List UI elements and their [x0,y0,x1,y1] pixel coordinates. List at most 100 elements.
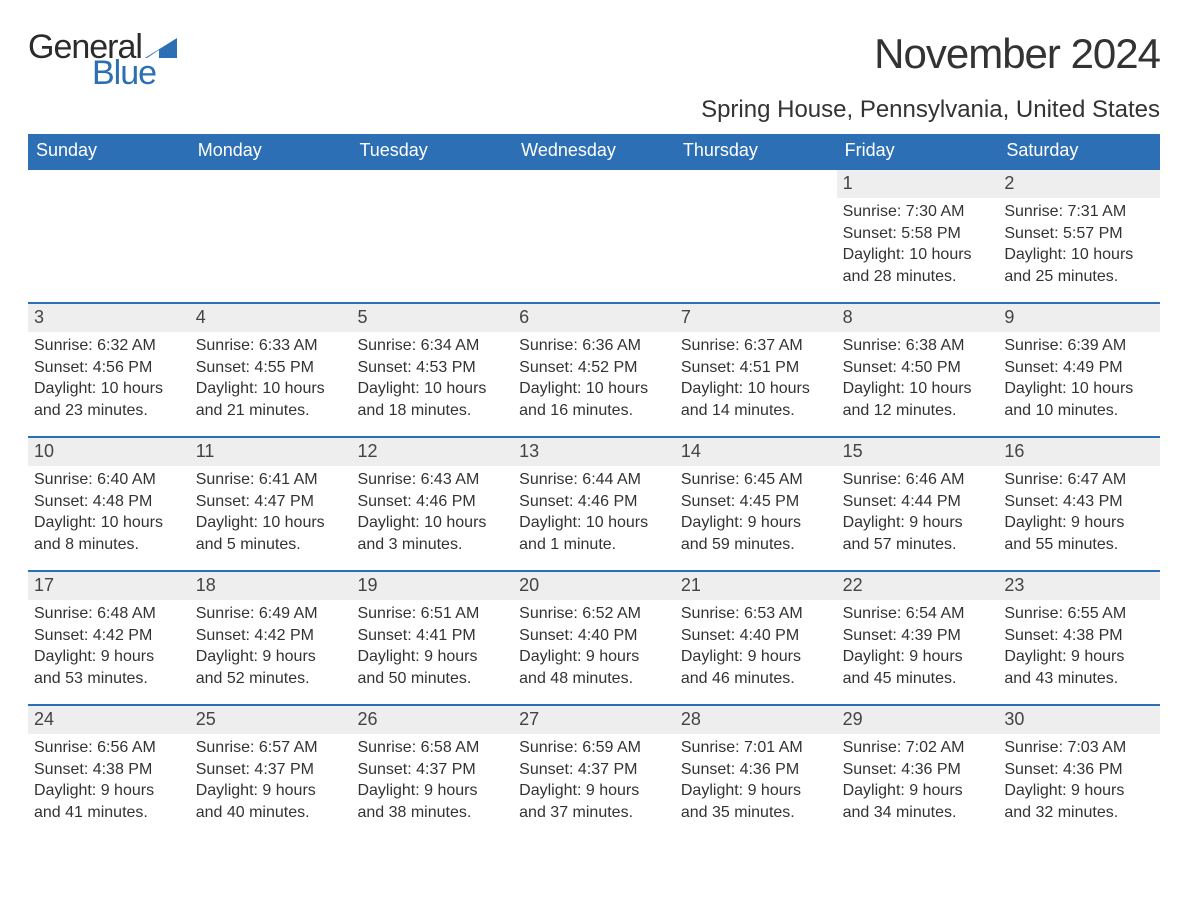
day-details: Sunrise: 6:37 AMSunset: 4:51 PMDaylight:… [675,332,837,421]
day-number: 14 [675,438,837,466]
day-details: Sunrise: 6:54 AMSunset: 4:39 PMDaylight:… [837,600,999,689]
day-cell: 15Sunrise: 6:46 AMSunset: 4:44 PMDayligh… [837,438,999,570]
day-details: Sunrise: 7:30 AMSunset: 5:58 PMDaylight:… [837,198,999,287]
day-number: 12 [351,438,513,466]
sunset-line: Sunset: 4:50 PM [843,357,993,379]
day-cell: 11Sunrise: 6:41 AMSunset: 4:47 PMDayligh… [190,438,352,570]
day-cell: 4Sunrise: 6:33 AMSunset: 4:55 PMDaylight… [190,304,352,436]
day-cell: 9Sunrise: 6:39 AMSunset: 4:49 PMDaylight… [998,304,1160,436]
sunrise-line: Sunrise: 6:41 AM [196,469,346,491]
daylight-line: Daylight: 9 hours and 43 minutes. [1004,646,1154,689]
day-details: Sunrise: 6:40 AMSunset: 4:48 PMDaylight:… [28,466,190,555]
daylight-line: Daylight: 9 hours and 55 minutes. [1004,512,1154,555]
day-cell: 16Sunrise: 6:47 AMSunset: 4:43 PMDayligh… [998,438,1160,570]
sunrise-line: Sunrise: 6:56 AM [34,737,184,759]
day-cell: 24Sunrise: 6:56 AMSunset: 4:38 PMDayligh… [28,706,190,838]
day-number: 13 [513,438,675,466]
sunset-line: Sunset: 4:46 PM [519,491,669,513]
day-details: Sunrise: 6:59 AMSunset: 4:37 PMDaylight:… [513,734,675,823]
day-cell [190,170,352,302]
day-details: Sunrise: 7:31 AMSunset: 5:57 PMDaylight:… [998,198,1160,287]
day-number: 8 [837,304,999,332]
day-number: 19 [351,572,513,600]
daylight-line: Daylight: 9 hours and 53 minutes. [34,646,184,689]
sunset-line: Sunset: 5:58 PM [843,223,993,245]
sunrise-line: Sunrise: 6:53 AM [681,603,831,625]
day-cell: 12Sunrise: 6:43 AMSunset: 4:46 PMDayligh… [351,438,513,570]
day-details: Sunrise: 7:03 AMSunset: 4:36 PMDaylight:… [998,734,1160,823]
day-number: 25 [190,706,352,734]
day-number: 22 [837,572,999,600]
day-number: 18 [190,572,352,600]
sunrise-line: Sunrise: 6:48 AM [34,603,184,625]
sunrise-line: Sunrise: 6:43 AM [357,469,507,491]
day-cell [28,170,190,302]
day-number: 9 [998,304,1160,332]
day-details: Sunrise: 6:52 AMSunset: 4:40 PMDaylight:… [513,600,675,689]
day-details: Sunrise: 6:33 AMSunset: 4:55 PMDaylight:… [190,332,352,421]
day-cell: 30Sunrise: 7:03 AMSunset: 4:36 PMDayligh… [998,706,1160,838]
day-details: Sunrise: 6:56 AMSunset: 4:38 PMDaylight:… [28,734,190,823]
sunset-line: Sunset: 4:55 PM [196,357,346,379]
day-cell: 1Sunrise: 7:30 AMSunset: 5:58 PMDaylight… [837,170,999,302]
day-number: 21 [675,572,837,600]
day-number: 10 [28,438,190,466]
day-number: 23 [998,572,1160,600]
sunrise-line: Sunrise: 6:58 AM [357,737,507,759]
day-details: Sunrise: 6:49 AMSunset: 4:42 PMDaylight:… [190,600,352,689]
day-cell: 26Sunrise: 6:58 AMSunset: 4:37 PMDayligh… [351,706,513,838]
day-cell: 8Sunrise: 6:38 AMSunset: 4:50 PMDaylight… [837,304,999,436]
day-details: Sunrise: 6:48 AMSunset: 4:42 PMDaylight:… [28,600,190,689]
day-number: 5 [351,304,513,332]
sunrise-line: Sunrise: 6:57 AM [196,737,346,759]
weekday-header-cell: Sunday [28,134,190,168]
day-number: 4 [190,304,352,332]
day-cell: 14Sunrise: 6:45 AMSunset: 4:45 PMDayligh… [675,438,837,570]
weekday-header-cell: Monday [190,134,352,168]
weeks-container: 1Sunrise: 7:30 AMSunset: 5:58 PMDaylight… [28,168,1160,838]
day-cell: 13Sunrise: 6:44 AMSunset: 4:46 PMDayligh… [513,438,675,570]
day-cell [513,170,675,302]
sunset-line: Sunset: 4:38 PM [1004,625,1154,647]
sunset-line: Sunset: 4:36 PM [843,759,993,781]
sunset-line: Sunset: 4:48 PM [34,491,184,513]
day-details: Sunrise: 6:57 AMSunset: 4:37 PMDaylight:… [190,734,352,823]
week-row: 1Sunrise: 7:30 AMSunset: 5:58 PMDaylight… [28,168,1160,302]
daylight-line: Daylight: 9 hours and 35 minutes. [681,780,831,823]
daylight-line: Daylight: 10 hours and 3 minutes. [357,512,507,555]
daylight-line: Daylight: 10 hours and 8 minutes. [34,512,184,555]
sunrise-line: Sunrise: 6:34 AM [357,335,507,357]
day-details: Sunrise: 6:32 AMSunset: 4:56 PMDaylight:… [28,332,190,421]
sunrise-line: Sunrise: 6:39 AM [1004,335,1154,357]
sunset-line: Sunset: 4:52 PM [519,357,669,379]
day-number: 11 [190,438,352,466]
week-row: 17Sunrise: 6:48 AMSunset: 4:42 PMDayligh… [28,570,1160,704]
sunrise-line: Sunrise: 6:55 AM [1004,603,1154,625]
sunrise-line: Sunrise: 6:36 AM [519,335,669,357]
day-number: 29 [837,706,999,734]
brand-logo: General Blue [28,30,177,90]
sunset-line: Sunset: 4:37 PM [196,759,346,781]
day-details: Sunrise: 6:43 AMSunset: 4:46 PMDaylight:… [351,466,513,555]
day-cell: 3Sunrise: 6:32 AMSunset: 4:56 PMDaylight… [28,304,190,436]
daylight-line: Daylight: 10 hours and 14 minutes. [681,378,831,421]
sunrise-line: Sunrise: 7:31 AM [1004,201,1154,223]
day-details: Sunrise: 6:39 AMSunset: 4:49 PMDaylight:… [998,332,1160,421]
daylight-line: Daylight: 9 hours and 57 minutes. [843,512,993,555]
weekday-header-row: SundayMondayTuesdayWednesdayThursdayFrid… [28,134,1160,168]
day-cell: 25Sunrise: 6:57 AMSunset: 4:37 PMDayligh… [190,706,352,838]
daylight-line: Daylight: 9 hours and 37 minutes. [519,780,669,823]
day-cell: 20Sunrise: 6:52 AMSunset: 4:40 PMDayligh… [513,572,675,704]
daylight-line: Daylight: 9 hours and 46 minutes. [681,646,831,689]
day-details: Sunrise: 6:38 AMSunset: 4:50 PMDaylight:… [837,332,999,421]
daylight-line: Daylight: 9 hours and 52 minutes. [196,646,346,689]
sunset-line: Sunset: 4:56 PM [34,357,184,379]
day-cell: 19Sunrise: 6:51 AMSunset: 4:41 PMDayligh… [351,572,513,704]
day-number: 17 [28,572,190,600]
day-number: 15 [837,438,999,466]
day-details: Sunrise: 6:46 AMSunset: 4:44 PMDaylight:… [837,466,999,555]
day-details: Sunrise: 7:01 AMSunset: 4:36 PMDaylight:… [675,734,837,823]
day-number: 28 [675,706,837,734]
daylight-line: Daylight: 9 hours and 45 minutes. [843,646,993,689]
day-details: Sunrise: 6:45 AMSunset: 4:45 PMDaylight:… [675,466,837,555]
